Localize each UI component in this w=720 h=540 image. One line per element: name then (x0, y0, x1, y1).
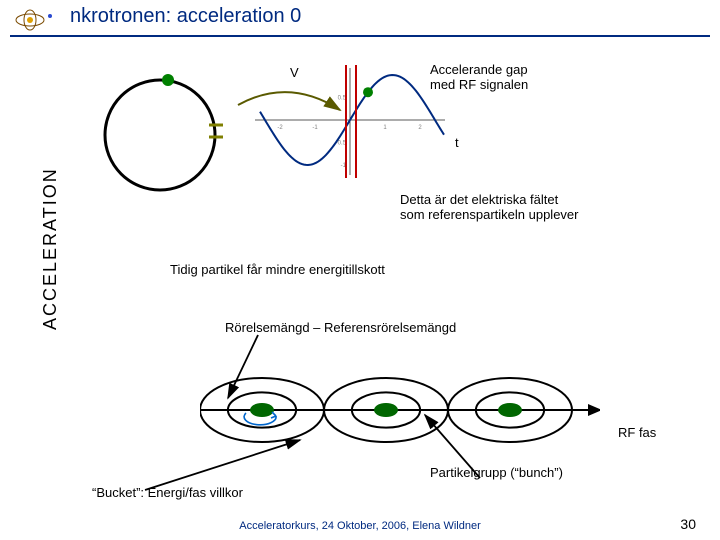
footer-text: Acceleratorkurs, 24 Oktober, 2006, Elena… (0, 520, 720, 532)
page-number: 30 (680, 516, 696, 532)
callout-arrows (0, 0, 720, 540)
